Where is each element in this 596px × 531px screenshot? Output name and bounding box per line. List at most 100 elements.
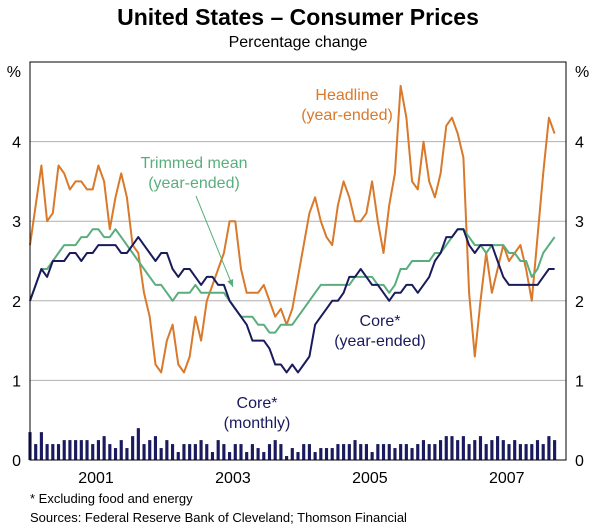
core-monthly-bar <box>421 440 426 460</box>
core-monthly-bar <box>364 444 369 460</box>
core-monthly-bar <box>136 428 140 460</box>
core-monthly-bar <box>393 448 397 460</box>
annotation-core_monthly: (monthly) <box>224 415 291 432</box>
x-tick-label: 2001 <box>78 470 114 487</box>
core-monthly-bar <box>416 444 420 460</box>
chart-title: United States – Consumer Prices <box>117 4 479 30</box>
core-monthly-bar <box>547 436 551 460</box>
core-monthly-bar <box>148 440 152 460</box>
core-monthly-bar <box>39 432 43 460</box>
annotations: Headline (year-ended) Trimmed mean (year-en… <box>141 87 426 432</box>
core-monthly-bar <box>524 444 528 460</box>
y-tick-label-right: 2 <box>575 294 584 311</box>
core-monthly-bar <box>193 444 197 460</box>
x-tick-label: 2005 <box>352 470 388 487</box>
y-unit-left: % <box>7 64 21 81</box>
footnote: * Excluding food and energy <box>30 491 193 506</box>
annotation-trimmed: (year-ended) <box>148 175 240 192</box>
annotation-arrow <box>195 195 234 288</box>
plot-frame <box>29 61 567 461</box>
core-monthly-bar <box>79 440 83 460</box>
core-monthly-bar <box>159 448 163 460</box>
y-tick-label-right: 1 <box>575 373 584 390</box>
y-tick-label-left: 1 <box>12 373 21 390</box>
core-monthly-bar <box>165 440 169 460</box>
core-monthly-bar <box>176 452 180 460</box>
y-tick-label-left: 0 <box>12 453 21 470</box>
data-series <box>28 84 557 460</box>
core-monthly-bar <box>330 448 334 460</box>
core-monthly-bar <box>376 444 380 460</box>
core-monthly-bar <box>553 440 557 460</box>
core-monthly-bar <box>188 444 192 460</box>
core-monthly-bar <box>541 444 545 460</box>
core-monthly-bar <box>427 444 431 460</box>
core-monthly-bar <box>153 436 158 460</box>
core-monthly-bar <box>239 444 243 460</box>
core-monthly-bar <box>484 444 488 460</box>
sources-note: Sources: Federal Reserve Bank of Clevela… <box>30 510 407 525</box>
y-tick-label-left: 4 <box>12 135 21 152</box>
core-monthly-bar <box>85 440 89 460</box>
core-monthly-bar <box>530 444 534 460</box>
core-monthly-bar <box>399 444 403 460</box>
core-monthly-bar <box>347 444 351 460</box>
y-unit-right: % <box>575 64 589 81</box>
core-monthly-bar <box>62 440 66 460</box>
core-monthly-bar <box>490 440 494 460</box>
core-monthly-bar <box>353 440 357 460</box>
core-monthly-bar <box>74 440 78 460</box>
series-line-trimmed <box>29 228 556 334</box>
core-monthly-bar <box>370 452 374 460</box>
core-monthly-bar <box>222 444 226 460</box>
annotation-headline: Headline <box>315 87 378 104</box>
core-monthly-bar <box>96 440 100 460</box>
core-monthly-bar <box>102 436 106 460</box>
annotation-core: Core* <box>360 313 401 330</box>
core-monthly-bar <box>296 452 300 460</box>
core-monthly-bar <box>285 456 289 460</box>
annotation-headline: (year-ended) <box>301 107 393 124</box>
core-monthly-bar <box>170 444 175 460</box>
core-monthly-bar <box>381 444 386 460</box>
core-monthly-bar <box>404 444 408 460</box>
core-monthly-bar <box>535 440 540 460</box>
core-monthly-bar <box>336 444 340 460</box>
core-monthly-bar <box>68 440 72 460</box>
x-tick-label: 2003 <box>215 470 251 487</box>
core-monthly-bar <box>461 436 465 460</box>
y-tick-label-left: 2 <box>12 294 21 311</box>
annotation-core_monthly: Core* <box>237 395 278 412</box>
core-monthly-bar <box>210 452 215 460</box>
y-tick-label-right: 0 <box>575 453 584 470</box>
core-monthly-bar <box>450 436 454 460</box>
core-monthly-bar <box>438 440 443 460</box>
core-monthly-bar <box>319 448 323 460</box>
core-monthly-bar <box>467 444 471 460</box>
core-monthly-bar <box>45 444 49 460</box>
core-monthly-bar <box>228 452 232 460</box>
core-monthly-bar <box>518 444 522 460</box>
core-monthly-bar <box>496 436 500 460</box>
core-monthly-bar <box>273 440 277 460</box>
annotation-core: (year-ended) <box>334 333 426 350</box>
core-monthly-bar <box>34 444 38 460</box>
core-monthly-bar <box>433 444 437 460</box>
core-monthly-bar <box>205 444 209 460</box>
core-monthly-bar <box>125 448 129 460</box>
core-monthly-bar <box>302 444 306 460</box>
core-monthly-bar <box>313 452 317 460</box>
core-monthly-bar <box>501 440 505 460</box>
y-tick-label-right: 4 <box>575 135 584 152</box>
annotation-trimmed: Trimmed mean <box>141 155 248 172</box>
core-monthly-bar <box>256 448 260 460</box>
core-monthly-bar <box>473 440 477 460</box>
core-monthly-bar <box>51 444 55 460</box>
core-monthly-bar <box>233 444 237 460</box>
core-monthly-bar <box>342 444 346 460</box>
grid-lines <box>30 141 566 381</box>
core-monthly-bar <box>250 444 254 460</box>
core-monthly-bar <box>108 444 112 460</box>
series-line-core <box>29 228 555 374</box>
